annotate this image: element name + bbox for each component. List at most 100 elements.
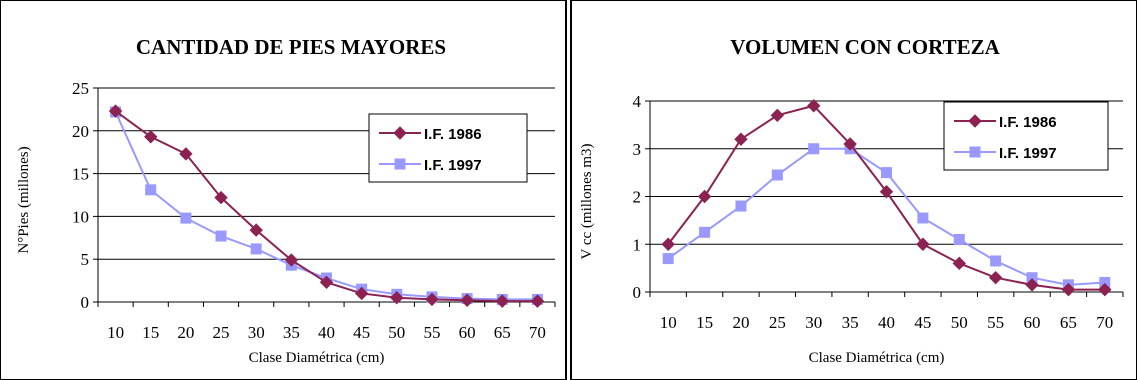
y-tick-label: 0 [81,293,90,312]
data-point [697,189,712,204]
data-point [495,294,509,308]
legend-label: I.F. 1997 [999,145,1057,162]
x-tick-label: 40 [878,313,895,332]
x-tick-label: 15 [696,313,713,332]
chart-title: CANTIDAD DE PIES MAYORES [136,35,446,59]
x-tick-label: 20 [177,323,194,342]
data-point [807,99,821,113]
legend: I.F. 1986 I.F. 1997 [368,113,528,183]
data-point [250,243,262,255]
chart-title: VOLUMEN CON CORTEZA [730,35,1000,59]
y-tick-label: 15 [72,165,89,184]
data-point [530,294,545,308]
data-point [881,167,892,179]
data-point [145,184,157,196]
data-point [808,143,820,155]
y-axis-label: N°Pies (millones) [16,146,32,253]
x-axis-label: Clase Diamétrica (cm) [249,350,385,366]
legend: I.F. 1986 I.F. 1997 [943,101,1109,171]
data-point [735,200,747,212]
x-tick-label: 70 [529,323,546,342]
legend-label: I.F. 1986 [424,126,482,143]
x-tick-label: 15 [142,323,159,342]
data-point [460,293,474,307]
y-tick-label: 5 [81,250,90,269]
data-point [734,132,748,146]
x-tick-label: 35 [283,323,300,342]
data-point [952,256,966,271]
x-tick-label: 25 [213,323,230,342]
y-tick-label: 10 [72,207,89,226]
x-tick-label: 30 [805,313,822,332]
x-tick-label: 70 [1096,313,1113,332]
y-tick-label: 3 [633,140,642,159]
legend-marker [969,146,981,158]
legend-box [943,101,1109,171]
x-tick-label: 20 [732,313,749,332]
legend-marker [394,158,406,170]
series-diamond [108,104,545,308]
y-tick-label: 1 [633,235,642,254]
chart-volumen-corteza: VOLUMEN CON CORTEZA 0 1 2 3 4 10 15 20 25 30 35 40 45… [579,35,1124,366]
x-tick-label: 30 [248,323,265,342]
data-point [1025,278,1039,292]
data-point [319,275,334,290]
chart-panel-volumen: VOLUMEN CON CORTEZA 0 1 2 3 4 10 15 20 25 30 35 40 45… [570,0,1137,380]
x-tick-label: 10 [660,313,677,332]
x-tick-label: 65 [1060,313,1077,332]
x-tick-label: 45 [353,323,370,342]
data-point [699,226,711,238]
series-diamond [661,99,1112,297]
data-point [425,292,439,307]
data-point [1098,282,1112,297]
data-point [354,286,369,301]
data-point [917,212,929,224]
x-axis-label: Clase Diamétrica (cm) [809,350,945,366]
data-point [144,130,158,144]
data-point [108,104,123,118]
data-point [843,137,857,151]
data-point [953,233,965,245]
x-tick-label: 55 [987,313,1004,332]
legend-label: I.F. 1986 [999,114,1057,131]
data-point [770,108,785,123]
y-tick-label: 0 [633,283,642,302]
legend-marker [968,114,982,128]
data-point [990,255,1002,267]
x-tick-label: 65 [494,323,511,342]
x-tick-label: 55 [423,323,440,342]
y-tick-label: 2 [633,188,642,207]
x-tick-label: 25 [769,313,786,332]
x-tick-label: 40 [318,323,335,342]
x-tick-label: 45 [914,313,931,332]
y-tick-label: 25 [72,79,89,98]
data-point [284,253,299,267]
data-point [214,190,228,205]
legend-box [368,113,528,183]
x-tick-label: 10 [107,323,124,342]
legend-marker [393,126,407,140]
y-axis-label: V cc (millones m3) [579,144,595,260]
data-point [662,253,674,265]
data-point [179,147,193,161]
data-point [249,223,263,237]
x-tick-label: 60 [1024,313,1041,332]
x-tick-label: 60 [459,323,476,342]
data-point [180,212,192,224]
data-point [661,237,675,251]
chart-pies-mayores: CANTIDAD DE PIES MAYORES 0 5 10 15 20 25 10 15 20… [16,35,556,366]
x-tick-label: 50 [951,313,968,332]
legend-label: I.F. 1997 [424,157,482,174]
data-point [771,169,783,181]
x-tick-label: 50 [388,323,405,342]
x-tick-label: 35 [842,313,859,332]
chart-panel-pies: CANTIDAD DE PIES MAYORES 0 5 10 15 20 25 10 15 20… [0,0,567,380]
data-point [988,270,1003,285]
data-point [879,185,894,199]
y-tick-label: 4 [633,92,642,111]
y-tick-label: 20 [72,122,89,141]
data-point [390,291,404,305]
data-point [916,237,930,251]
data-point [1061,282,1076,297]
data-point [215,230,227,242]
